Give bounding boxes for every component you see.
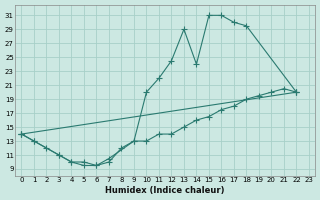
- X-axis label: Humidex (Indice chaleur): Humidex (Indice chaleur): [106, 186, 225, 195]
